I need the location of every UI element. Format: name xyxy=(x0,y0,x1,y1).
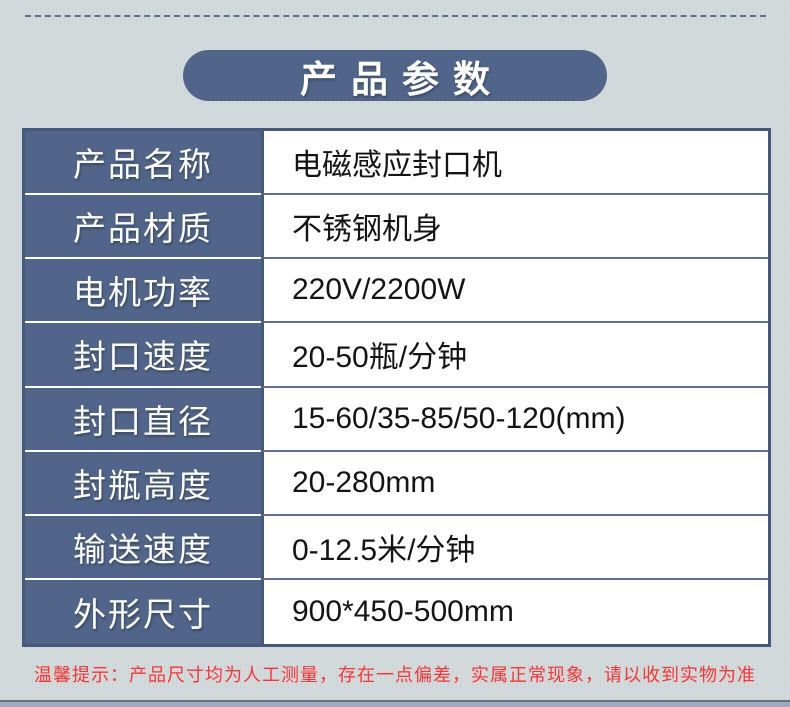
row-value: 20-280mm xyxy=(261,451,768,516)
table-row: 封口直径 15-60/35-85/50-120(mm) xyxy=(25,387,768,452)
table-row: 产品名称 电磁感应封口机 xyxy=(25,131,768,196)
row-label: 外形尺寸 xyxy=(25,579,261,644)
tip-text: 温馨提示：产品尺寸均为人工测量，存在一点偏差，实属正常现象，请以收到实物为准 xyxy=(34,665,756,685)
row-value: 15-60/35-85/50-120(mm) xyxy=(261,387,768,452)
row-value: 0-12.5米/分钟 xyxy=(261,515,768,580)
title-banner: 产品参数 xyxy=(183,50,607,101)
table-row: 输送速度 0-12.5米/分钟 xyxy=(25,515,768,580)
table-row: 封瓶高度 20-280mm xyxy=(25,451,768,516)
row-label: 电机功率 xyxy=(25,259,261,324)
row-label: 产品材质 xyxy=(25,195,261,260)
table-row: 封口速度 20-50瓶/分钟 xyxy=(25,323,768,388)
row-value: 900*450-500mm xyxy=(261,579,768,644)
page-title: 产品参数 xyxy=(300,58,504,100)
row-value: 220V/2200W xyxy=(261,259,768,324)
dashed-divider xyxy=(25,15,766,17)
row-label: 输送速度 xyxy=(25,515,261,580)
row-label: 产品名称 xyxy=(25,131,261,196)
row-value: 不锈钢机身 xyxy=(261,195,768,260)
row-value: 20-50瓶/分钟 xyxy=(261,323,768,388)
table-row: 外形尺寸 900*450-500mm xyxy=(25,579,768,644)
table-row: 产品材质 不锈钢机身 xyxy=(25,195,768,260)
row-label: 封口速度 xyxy=(25,323,261,388)
row-value: 电磁感应封口机 xyxy=(261,131,768,196)
row-label: 封口直径 xyxy=(25,387,261,452)
spec-table: 产品名称 电磁感应封口机 产品材质 不锈钢机身 电机功率 220V/2200W … xyxy=(22,128,771,647)
next-section-edge xyxy=(0,700,790,707)
row-label: 封瓶高度 xyxy=(25,451,261,516)
table-row: 电机功率 220V/2200W xyxy=(25,259,768,324)
